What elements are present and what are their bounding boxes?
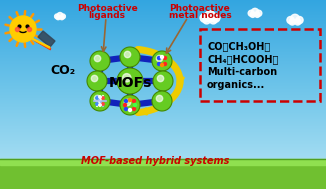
Circle shape xyxy=(91,75,98,82)
Circle shape xyxy=(289,19,295,25)
Circle shape xyxy=(56,15,60,20)
Text: ligands: ligands xyxy=(88,11,126,20)
Circle shape xyxy=(61,14,66,19)
Circle shape xyxy=(160,56,164,59)
Circle shape xyxy=(211,13,220,22)
Polygon shape xyxy=(0,159,326,165)
Circle shape xyxy=(90,91,110,111)
Circle shape xyxy=(157,57,160,60)
Text: CO、CH₃OH、: CO、CH₃OH、 xyxy=(207,41,270,51)
Polygon shape xyxy=(0,161,326,189)
Circle shape xyxy=(132,108,136,111)
Circle shape xyxy=(248,10,254,16)
Circle shape xyxy=(152,51,172,71)
Circle shape xyxy=(125,99,127,102)
Text: metal nodes: metal nodes xyxy=(169,11,231,20)
Circle shape xyxy=(134,104,137,106)
Circle shape xyxy=(90,51,110,71)
Text: MOF-based hybrid systems: MOF-based hybrid systems xyxy=(81,156,229,166)
Text: Photoactive: Photoactive xyxy=(77,4,137,13)
Circle shape xyxy=(54,14,59,19)
Circle shape xyxy=(94,95,101,102)
Circle shape xyxy=(124,99,131,106)
Circle shape xyxy=(204,11,215,22)
Circle shape xyxy=(157,63,160,66)
Circle shape xyxy=(128,108,131,112)
Circle shape xyxy=(296,16,303,24)
Circle shape xyxy=(132,99,136,102)
Circle shape xyxy=(10,16,36,42)
Polygon shape xyxy=(38,31,55,47)
Circle shape xyxy=(153,71,173,91)
Circle shape xyxy=(96,97,98,99)
Circle shape xyxy=(156,95,163,102)
Circle shape xyxy=(160,64,164,67)
Circle shape xyxy=(164,57,167,60)
Circle shape xyxy=(99,104,101,106)
Text: CO₂: CO₂ xyxy=(51,64,76,77)
Bar xyxy=(200,29,320,101)
Circle shape xyxy=(117,68,143,94)
Circle shape xyxy=(200,13,209,22)
Circle shape xyxy=(102,97,104,99)
Circle shape xyxy=(290,14,300,23)
Circle shape xyxy=(255,12,260,17)
Circle shape xyxy=(60,15,64,20)
Circle shape xyxy=(287,16,294,24)
Circle shape xyxy=(156,55,163,62)
Circle shape xyxy=(120,47,140,67)
Circle shape xyxy=(57,12,63,19)
Text: CH₄、HCOOH、: CH₄、HCOOH、 xyxy=(207,54,278,64)
Text: MOFs: MOFs xyxy=(108,76,152,90)
Circle shape xyxy=(99,96,101,98)
Circle shape xyxy=(164,63,167,66)
Circle shape xyxy=(124,104,126,106)
Text: organics...: organics... xyxy=(207,80,265,90)
Circle shape xyxy=(256,10,262,16)
Circle shape xyxy=(209,16,217,24)
Circle shape xyxy=(96,103,98,105)
Circle shape xyxy=(125,108,127,111)
Circle shape xyxy=(251,8,259,16)
Circle shape xyxy=(123,74,131,82)
Circle shape xyxy=(102,103,104,105)
Circle shape xyxy=(203,16,211,24)
Circle shape xyxy=(128,98,131,101)
Circle shape xyxy=(295,19,301,25)
Circle shape xyxy=(87,71,107,91)
Circle shape xyxy=(120,95,140,115)
Text: Photoactive: Photoactive xyxy=(170,4,230,13)
Circle shape xyxy=(94,55,101,62)
Circle shape xyxy=(124,51,131,58)
Circle shape xyxy=(250,12,255,17)
Text: Multi-carbon: Multi-carbon xyxy=(207,67,277,77)
Circle shape xyxy=(152,91,172,111)
Circle shape xyxy=(157,75,164,82)
